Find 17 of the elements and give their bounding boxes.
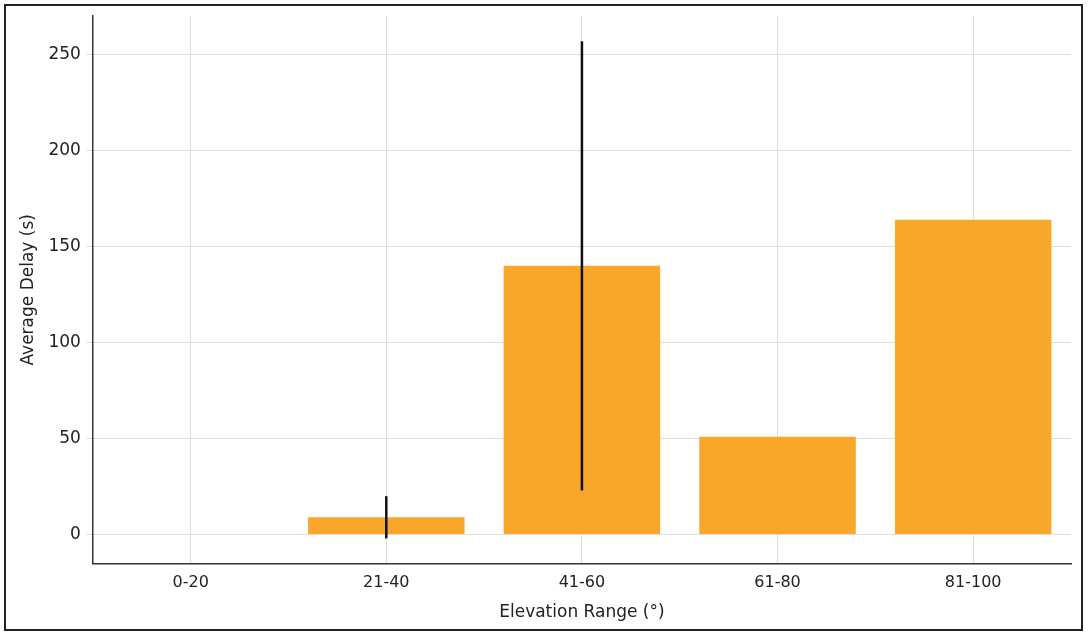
- x-tick-label: 0-20: [172, 572, 209, 592]
- x-tick-label: 21-40: [363, 572, 410, 592]
- bar: [699, 436, 856, 535]
- y-tick-label: 50: [59, 427, 81, 448]
- x-tick-label: 41-60: [558, 572, 606, 592]
- x-axis-title: Elevation Range (°): [499, 601, 665, 622]
- x-tick-label: 81-100: [944, 572, 1002, 592]
- x-tick-label: 61-80: [754, 572, 801, 592]
- y-axis-title: Average Delay (s): [16, 214, 37, 366]
- y-tick-label: 200: [48, 139, 81, 160]
- bar: [894, 219, 1052, 535]
- y-tick-label: 0: [70, 523, 81, 544]
- y-tick-label: 150: [48, 235, 81, 256]
- y-tick-label: 250: [48, 43, 81, 64]
- bar: [308, 517, 465, 535]
- bar: [503, 265, 661, 535]
- y-tick-label: 100: [48, 331, 81, 352]
